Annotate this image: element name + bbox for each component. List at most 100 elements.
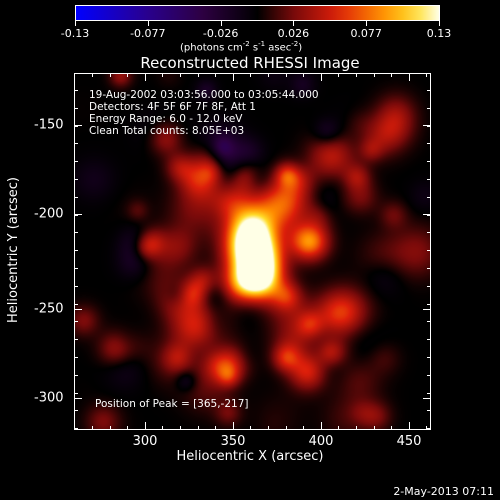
axis-tick: [162, 73, 163, 77]
axis-tick: [391, 73, 392, 77]
y-tick-label: -200: [34, 206, 64, 222]
axis-tick: [127, 426, 128, 430]
axis-tick: [321, 73, 322, 81]
axis-tick: [110, 426, 111, 430]
axis-tick: [180, 73, 181, 77]
axis-tick: [268, 73, 269, 77]
y-tick-label: -250: [34, 301, 64, 317]
colorbar-tick: [147, 21, 149, 26]
axis-tick: [427, 375, 431, 376]
axis-tick: [215, 73, 216, 77]
axis-tick: [286, 73, 287, 77]
colorbar-tick-label: -0.026: [202, 27, 239, 40]
axis-tick: [74, 304, 78, 305]
y-axis-label: Heliocentric Y (arcsec): [6, 177, 21, 323]
rhessi-image: [75, 74, 430, 429]
axis-tick: [74, 393, 78, 394]
axis-tick: [356, 426, 357, 430]
x-tick-label: 450: [396, 434, 422, 449]
axis-tick: [426, 426, 427, 430]
axis-tick: [286, 426, 287, 430]
colorbar: [75, 5, 440, 21]
axis-tick: [374, 73, 375, 77]
axis-tick: [74, 428, 78, 429]
colorbar-tick-label: -0.13: [60, 27, 90, 40]
axis-tick: [198, 73, 199, 77]
axis-tick: [427, 232, 431, 233]
axis-tick: [74, 143, 78, 144]
axis-tick: [427, 286, 431, 287]
axis-tick: [127, 73, 128, 77]
axis-tick: [74, 268, 78, 269]
image-title: Reconstructed RHESSI Image: [140, 54, 360, 72]
axis-tick: [74, 375, 78, 376]
colorbar-units: (photons cm-2 s-1 asec-2): [180, 40, 303, 54]
axis-tick: [427, 393, 431, 394]
axis-tick: [250, 426, 251, 430]
axis-tick: [356, 73, 357, 77]
axis-tick: [233, 73, 234, 81]
axis-tick: [92, 426, 93, 430]
axis-tick: [74, 179, 78, 180]
axis-tick: [110, 73, 111, 77]
colorbar-tick-label: 0.13: [426, 27, 452, 40]
axis-tick: [74, 286, 78, 287]
axis-tick: [423, 398, 431, 399]
axis-tick: [338, 73, 339, 77]
axis-tick: [338, 426, 339, 430]
axis-tick: [215, 426, 216, 430]
axis-tick: [427, 268, 431, 269]
axis-tick: [74, 126, 78, 127]
axis-tick: [145, 73, 146, 77]
info-energy: Energy Range: 6.0 - 12.0 keV: [89, 113, 243, 125]
axis-tick: [74, 398, 82, 399]
axis-tick: [74, 161, 78, 162]
axis-tick: [74, 321, 78, 322]
axis-tick: [321, 426, 322, 430]
axis-tick: [74, 108, 78, 109]
axis-tick: [74, 197, 78, 198]
axis-tick: [303, 73, 304, 77]
axis-tick: [427, 197, 431, 198]
x-axis-label: Heliocentric X (arcsec): [176, 449, 324, 464]
axis-tick: [409, 73, 410, 77]
axis-tick: [427, 90, 431, 91]
axis-tick: [74, 125, 82, 126]
axis-tick: [233, 426, 234, 430]
axis-tick: [74, 309, 82, 310]
axis-tick: [427, 215, 431, 216]
axis-tick: [427, 161, 431, 162]
axis-tick: [74, 90, 78, 91]
colorbar-tick: [75, 21, 76, 26]
colorbar-tick-label: 0.026: [277, 27, 310, 40]
colorbar-tick-label: 0.077: [350, 27, 382, 40]
axis-tick: [427, 428, 431, 429]
axis-tick: [427, 339, 431, 340]
axis-tick: [303, 426, 304, 430]
axis-tick: [427, 410, 431, 411]
colorbar-tick: [439, 21, 440, 26]
axis-tick: [92, 73, 93, 77]
peak-position: Position of Peak = [365,-217]: [95, 398, 249, 410]
axis-tick: [74, 214, 82, 215]
axis-tick: [423, 309, 431, 310]
colorbar-tick: [293, 21, 295, 26]
axis-tick: [74, 410, 78, 411]
axis-tick: [391, 426, 392, 430]
x-tick-label: 300: [132, 434, 158, 449]
axis-tick: [423, 125, 431, 126]
axis-tick: [427, 126, 431, 127]
colorbar-gradient: [76, 6, 439, 20]
x-tick-label: 400: [308, 434, 334, 449]
info-method: Clean Total counts: 8.05E+03: [89, 125, 245, 137]
x-tick-label: 350: [220, 434, 246, 449]
axis-tick: [426, 73, 427, 77]
axis-tick: [74, 250, 78, 251]
axis-tick: [427, 143, 431, 144]
axis-tick: [145, 73, 146, 81]
axis-tick: [180, 426, 181, 430]
axis-tick: [145, 426, 146, 430]
info-text: 19-Aug-2002 03:03:56.000 to 03:05:44.000…: [89, 89, 319, 137]
plot-frame: 19-Aug-2002 03:03:56.000 to 03:05:44.000…: [74, 73, 431, 430]
axis-tick: [74, 357, 78, 358]
